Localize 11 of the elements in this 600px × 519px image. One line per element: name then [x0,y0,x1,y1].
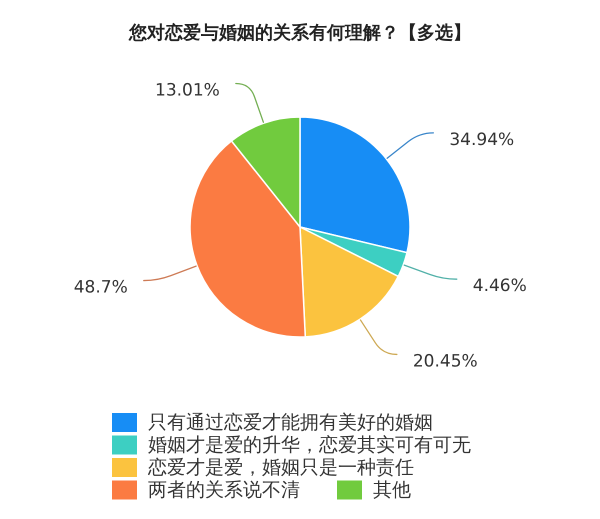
legend-label: 两者的关系说不清 [148,479,300,501]
chart-title: 您对恋爱与婚姻的关系有何理解？【多选】 [128,22,471,44]
legend-label: 婚姻才是爱的升华，恋爱其实可有可无 [148,434,471,456]
legend-label: 其他 [373,479,411,501]
data-label: 13.01% [155,80,220,101]
data-label: 4.46% [472,276,527,296]
data-label: 20.45% [412,351,478,372]
data-label: 34.94% [449,130,514,150]
legend-label: 恋爱才是爱，婚姻只是一种责任 [147,456,414,478]
data-label: 48.7% [74,278,128,298]
legend-label: 只有通过恋爱才能拥有美好的婚姻 [148,412,433,434]
